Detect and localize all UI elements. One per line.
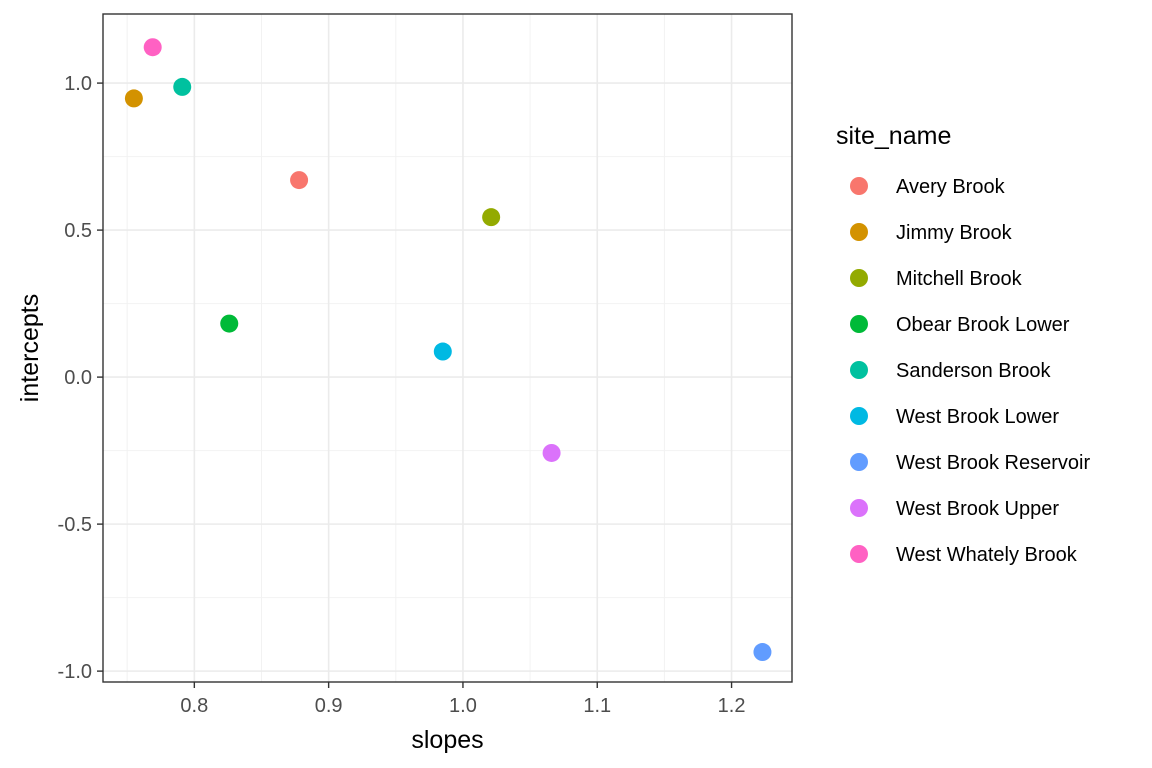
legend-item: Jimmy Brook [850, 222, 1013, 244]
data-points [124, 38, 772, 662]
y-tick-label: -1.0 [58, 661, 92, 683]
data-point [482, 208, 501, 227]
legend-label: Sanderson Brook [896, 360, 1052, 382]
x-tick-label: 0.9 [315, 695, 343, 717]
legend-label: Obear Brook Lower [896, 314, 1070, 336]
legend-title: site_name [836, 122, 951, 150]
x-tick-label: 1.2 [718, 695, 746, 717]
legend-key [850, 269, 868, 287]
legend-label: West Brook Lower [896, 406, 1059, 428]
legend-label: West Brook Reservoir [896, 452, 1090, 474]
legend-item: West Whately Brook [850, 544, 1078, 566]
legend-key [850, 223, 868, 241]
y-tick-label: 0.0 [64, 367, 92, 389]
data-point [290, 171, 309, 190]
data-point [433, 342, 452, 361]
legend-item: West Brook Reservoir [850, 452, 1090, 474]
data-point [220, 314, 239, 333]
legend-key [850, 315, 868, 333]
x-axis-ticks: 0.8 0.9 1.0 1.1 1.2 [180, 682, 745, 717]
legend-items: Avery Brook Jimmy Brook Mitchell Brook Obea… [850, 176, 1090, 566]
legend-item: Sanderson Brook [850, 360, 1052, 382]
x-tick-label: 1.0 [449, 695, 477, 717]
legend-label: Avery Brook [896, 176, 1006, 198]
y-axis-ticks: -1.0 -0.5 0.0 0.5 1.0 [58, 73, 103, 683]
legend-key [850, 407, 868, 425]
y-axis-title: intercepts [16, 294, 44, 402]
data-point [542, 443, 561, 462]
x-axis-title: slopes [411, 726, 483, 754]
data-point [753, 643, 772, 662]
major-gridlines [103, 14, 792, 682]
x-tick-label: 0.8 [180, 695, 208, 717]
data-point [143, 38, 162, 57]
legend-item: West Brook Lower [850, 406, 1059, 428]
legend-label: West Whately Brook [896, 544, 1078, 566]
y-tick-label: 0.5 [64, 220, 92, 242]
x-tick-label: 1.1 [583, 695, 611, 717]
minor-gridlines [103, 14, 792, 682]
legend-key [850, 545, 868, 563]
y-tick-label: 1.0 [64, 73, 92, 95]
legend-label: Mitchell Brook [896, 268, 1023, 290]
legend-label: Jimmy Brook [896, 222, 1013, 244]
legend-key [850, 361, 868, 379]
legend-label: West Brook Upper [896, 498, 1059, 520]
data-point [173, 77, 192, 96]
legend-key [850, 177, 868, 195]
legend-item: Obear Brook Lower [850, 314, 1070, 336]
legend-key [850, 499, 868, 517]
legend-item: West Brook Upper [850, 498, 1059, 520]
plot-panel-border [102, 13, 793, 683]
data-point [124, 89, 143, 108]
legend-key [850, 453, 868, 471]
legend-item: Mitchell Brook [850, 268, 1023, 290]
legend-item: Avery Brook [850, 176, 1006, 198]
legend: site_name Avery Brook Jimmy Brook Mitchell… [836, 122, 1090, 566]
y-tick-label: -0.5 [58, 514, 92, 536]
